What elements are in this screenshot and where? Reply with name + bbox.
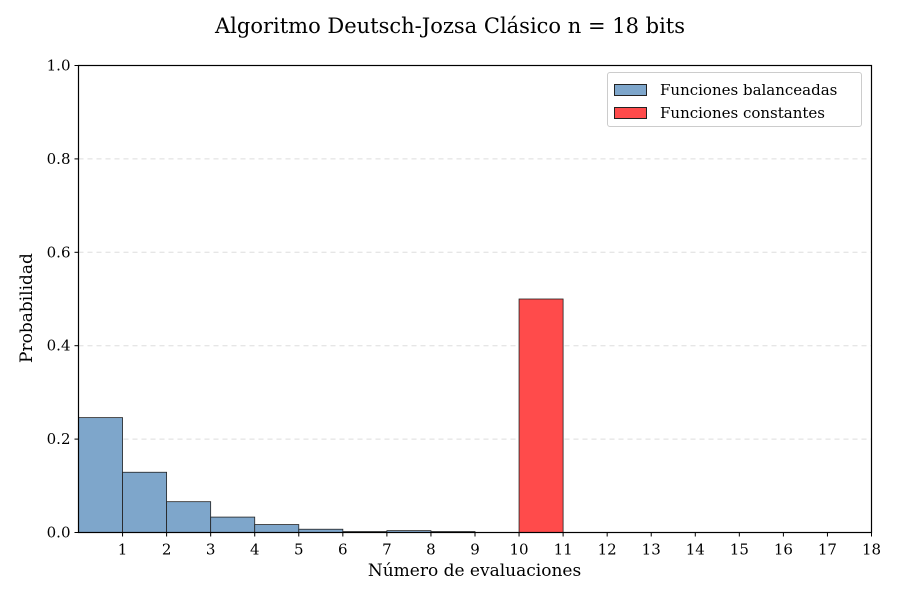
x-tick-label: 7 [382, 541, 392, 559]
x-tick-label: 17 [818, 541, 837, 559]
legend-label-constant: Funciones constantes [660, 104, 825, 122]
bar-balanced [78, 417, 123, 533]
bar-balanced [210, 516, 256, 533]
grid-lines [78, 158, 872, 440]
chart-title: Algoritmo Deutsch-Jozsa Clásico n = 18 b… [215, 14, 685, 38]
x-tick-label: 10 [510, 541, 529, 559]
x-tick-label: 9 [470, 541, 480, 559]
x-tick-label: 16 [774, 541, 793, 559]
x-tick-label: 3 [206, 541, 216, 559]
bar-balanced [254, 524, 300, 533]
x-axis-label: Número de evaluaciones [367, 561, 582, 581]
legend-swatch-constant [614, 107, 647, 119]
x-tick-label: 14 [686, 541, 705, 559]
y-tick-label: 0.6 [47, 243, 71, 261]
y-axis-label: Probabilidad [17, 253, 37, 363]
bar-constant [518, 298, 564, 533]
x-tick-label: 8 [426, 541, 436, 559]
legend-item-constant: Funciones constantes [614, 103, 825, 123]
x-tick-label: 18 [862, 541, 881, 559]
x-tick-label: 5 [294, 541, 304, 559]
x-tick-label: 15 [730, 541, 749, 559]
legend: Funciones balanceadas Funciones constant… [607, 72, 862, 127]
x-tick-label: 11 [554, 541, 573, 559]
y-tick-label: 1.0 [47, 57, 71, 75]
x-tick-label: 4 [250, 541, 260, 559]
legend-swatch-balanced [614, 84, 647, 96]
x-tick-label: 1 [118, 541, 128, 559]
y-tick-label: 0.2 [47, 430, 71, 448]
bar-balanced [166, 501, 212, 533]
y-tick-label: 0.4 [47, 337, 71, 355]
x-tick-label: 6 [338, 541, 348, 559]
plot-frame [77, 64, 873, 534]
y-tick-label: 0.0 [47, 524, 71, 542]
legend-label-balanced: Funciones balanceadas [660, 81, 838, 99]
x-tick-label: 13 [642, 541, 661, 559]
x-tick-label: 2 [162, 541, 172, 559]
x-tick-label: 12 [598, 541, 617, 559]
bars [78, 298, 564, 533]
bar-balanced [122, 471, 168, 533]
legend-item-balanced: Funciones balanceadas [614, 80, 837, 100]
axis-ticks: 0.00.20.40.60.81.01 2 3 4 5 6 7 8 9 10 11 12 13 14 15 1… [47, 57, 881, 559]
y-tick-label: 0.8 [47, 150, 71, 168]
